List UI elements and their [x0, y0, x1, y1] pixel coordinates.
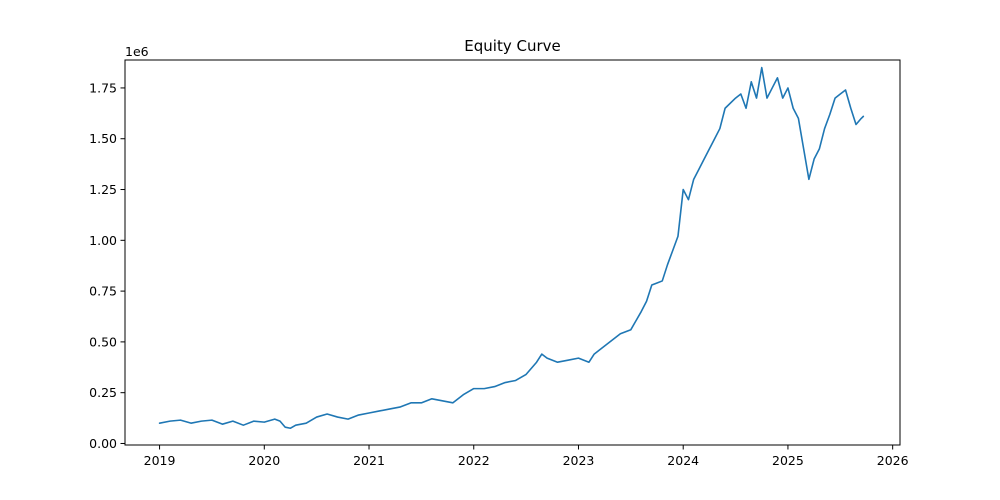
y-tick-label: 0.50 — [89, 334, 117, 349]
y-axis: 0.00 0.25 0.50 0.75 1.00 1.25 1.50 1.75 — [89, 80, 125, 451]
x-tick-label: 2025 — [772, 453, 804, 468]
x-tick-label: 2026 — [877, 453, 909, 468]
chart-title: Equity Curve — [464, 37, 560, 55]
y-tick-label: 1.75 — [89, 80, 117, 95]
series-layer — [158, 66, 865, 430]
plot-frame — [124, 59, 901, 446]
x-tick-label: 2022 — [458, 453, 490, 468]
y-tick-label: 0.00 — [89, 436, 117, 451]
y-tick-label: 0.75 — [89, 284, 117, 299]
x-tick-label: 2023 — [563, 453, 595, 468]
y-tick-label: 0.25 — [89, 385, 117, 400]
x-tick-label: 2021 — [353, 453, 385, 468]
x-tick-label: 2019 — [144, 453, 176, 468]
x-axis: 2019 2020 2021 2022 2023 2024 2025 2026 — [144, 445, 909, 468]
x-tick-label: 2020 — [248, 453, 280, 468]
y-tick-label: 1.50 — [89, 131, 117, 146]
y-axis-offset-label: 1e6 — [125, 44, 149, 59]
y-tick-label: 1.00 — [89, 233, 117, 248]
x-tick-label: 2024 — [667, 453, 699, 468]
series-line-0 — [158, 66, 865, 430]
y-tick-label: 1.25 — [89, 182, 117, 197]
